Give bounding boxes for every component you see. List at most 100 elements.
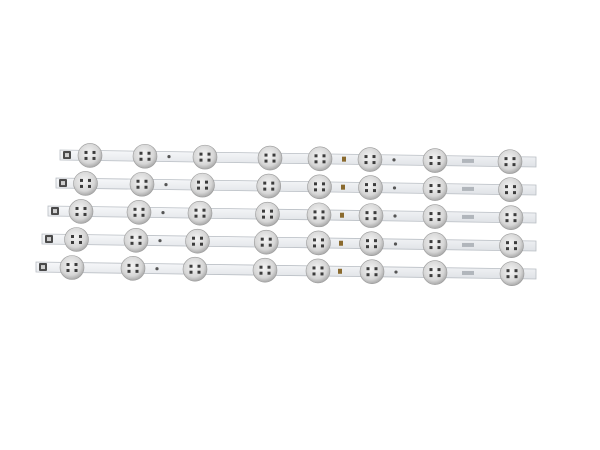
component [342, 156, 346, 162]
led-lens [73, 171, 98, 196]
led-pad [373, 183, 376, 187]
led-pad [366, 273, 370, 277]
led-pad [514, 247, 517, 251]
led-pad [314, 160, 318, 164]
led-pad [205, 186, 208, 190]
led-pad [192, 236, 195, 240]
led-lens [358, 175, 383, 200]
led-pad [264, 159, 268, 163]
led-lens [497, 149, 523, 174]
led-pad [197, 264, 201, 268]
led-pad [84, 150, 88, 154]
led-pad [127, 263, 131, 267]
led-pad [364, 161, 368, 165]
led-pad [314, 182, 317, 186]
led-pad [192, 242, 195, 246]
led-lens [187, 200, 213, 226]
led-pad [504, 157, 508, 161]
connector-pin [61, 181, 65, 186]
led-lens [64, 227, 89, 252]
led-pad [506, 269, 510, 273]
led-pad [135, 263, 139, 267]
led-pad [513, 185, 516, 189]
led-lens [252, 257, 278, 283]
led-pad [263, 187, 267, 191]
led-lens [307, 174, 332, 200]
led-pad [505, 191, 508, 195]
led-pad [83, 212, 87, 216]
led-pad [512, 163, 516, 167]
led-pad [259, 271, 263, 275]
led-pad [373, 189, 376, 193]
led-pad [429, 190, 433, 194]
led-pad [84, 156, 88, 160]
led-pad [514, 269, 518, 273]
led-pad [514, 241, 517, 245]
led-pad [199, 152, 203, 156]
led-pad [80, 178, 83, 182]
led-pad [312, 266, 316, 270]
led-pad [136, 185, 140, 189]
led-lens [126, 200, 152, 225]
led-pad [506, 241, 509, 245]
connector-pin [47, 237, 51, 242]
led-pad [313, 244, 316, 248]
led-pad [429, 156, 433, 160]
led-pad [513, 213, 517, 217]
led-lens [306, 202, 332, 228]
led-pad [312, 272, 316, 276]
led-pad [322, 182, 325, 186]
mount-hole [164, 183, 168, 187]
mount-hole [393, 214, 397, 218]
led-lens [422, 232, 448, 257]
led-pad [270, 209, 273, 213]
led-pad [147, 157, 151, 161]
led-pad [189, 270, 193, 274]
mount-hole [392, 186, 397, 190]
led-lens [123, 228, 149, 253]
led-strip [59, 143, 537, 174]
led-pad [374, 273, 378, 277]
connector-pin [53, 209, 57, 214]
led-pad [506, 247, 509, 251]
led-lens [498, 205, 524, 230]
led-pad [429, 184, 433, 188]
led-pad [271, 181, 275, 185]
led-lens [68, 199, 94, 224]
led-pad [322, 154, 326, 158]
led-pad [92, 156, 96, 160]
led-pad [504, 163, 508, 167]
led-pad [147, 151, 151, 155]
led-pad [437, 268, 441, 272]
led-pad [139, 151, 143, 155]
led-pad [262, 215, 265, 219]
led-pad [366, 239, 369, 243]
led-pad [505, 213, 509, 217]
led-pad [364, 155, 368, 159]
led-pad [262, 209, 265, 213]
led-lens [422, 204, 448, 229]
led-pad [66, 263, 70, 267]
led-pad [79, 240, 82, 244]
led-pad [505, 219, 509, 223]
led-pad [79, 234, 82, 238]
led-pad [268, 237, 272, 241]
led-pad [429, 212, 433, 216]
led-pad [320, 266, 324, 270]
led-strip [47, 199, 537, 230]
led-pad [437, 240, 441, 244]
led-pad [429, 246, 433, 250]
led-pad [365, 189, 368, 193]
mount-hole [155, 267, 159, 271]
led-pad [437, 212, 441, 216]
led-pad [133, 213, 137, 217]
led-pad [207, 158, 211, 162]
led-pad [194, 208, 198, 212]
led-pad [506, 275, 510, 279]
silk-mark [462, 270, 474, 275]
led-pad [264, 153, 268, 157]
led-pad [321, 244, 324, 248]
led-pad [272, 153, 276, 157]
led-lens [498, 177, 523, 202]
